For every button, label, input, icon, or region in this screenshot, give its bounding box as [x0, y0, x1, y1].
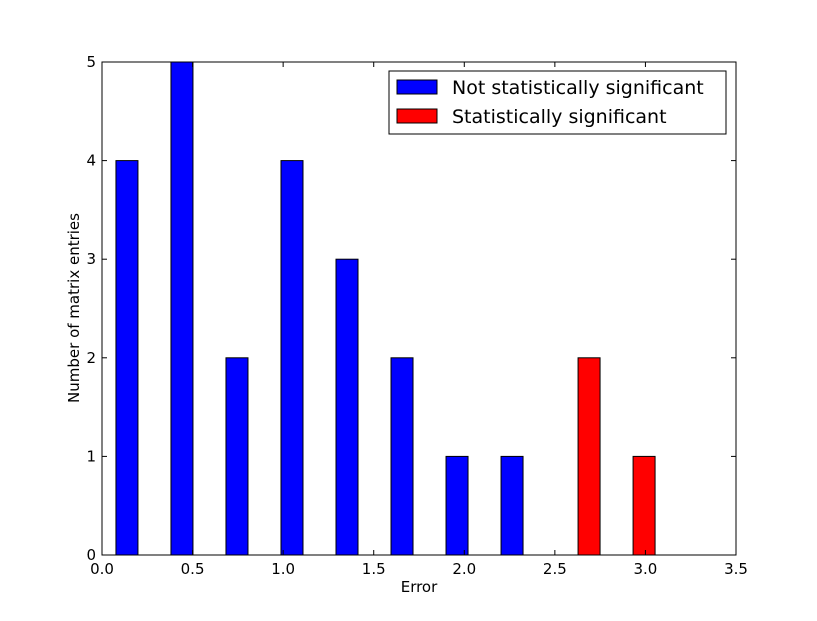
- legend-label-significant: Statistically significant: [452, 106, 667, 128]
- legend: Not statistically significant Statistica…: [388, 70, 727, 135]
- y-tick-label: 3: [86, 250, 96, 268]
- y-axis-label: Number of matrix entries: [65, 213, 83, 403]
- bar-significant-8: [577, 357, 601, 556]
- bar-not-significant-1: [170, 61, 194, 556]
- bar-not-significant-2: [225, 357, 249, 556]
- bar-not-significant-4: [335, 258, 359, 556]
- y-tick-label: 2: [86, 349, 96, 367]
- bar-not-significant-6: [445, 455, 469, 556]
- bar-not-significant-0: [115, 160, 139, 556]
- y-tick-label: 5: [86, 53, 96, 71]
- x-tick-label: 0.0: [90, 560, 114, 578]
- y-tick-label: 1: [86, 447, 96, 465]
- x-tick-label: 1.5: [362, 560, 386, 578]
- bar-not-significant-3: [280, 160, 304, 556]
- bar-not-significant-5: [390, 357, 414, 556]
- x-tick-label: 2.0: [452, 560, 476, 578]
- x-axis-label: Error: [401, 578, 438, 596]
- bar-not-significant-7: [500, 455, 524, 556]
- x-tick-label: 2.5: [543, 560, 567, 578]
- x-tick-label: 3.5: [724, 560, 748, 578]
- y-tick-label: 0: [86, 546, 96, 564]
- y-tick-label: 4: [86, 152, 96, 170]
- legend-swatch-not-significant: [396, 79, 438, 95]
- legend-label-not-significant: Not statistically significant: [452, 77, 704, 99]
- x-tick-label: 0.5: [181, 560, 205, 578]
- plot-frame: [101, 61, 737, 556]
- x-tick-label: 3.0: [633, 560, 657, 578]
- legend-swatch-significant: [396, 108, 438, 124]
- bar-significant-9: [632, 455, 656, 556]
- legend-frame: [388, 70, 727, 135]
- x-tick-label: 1.0: [271, 560, 295, 578]
